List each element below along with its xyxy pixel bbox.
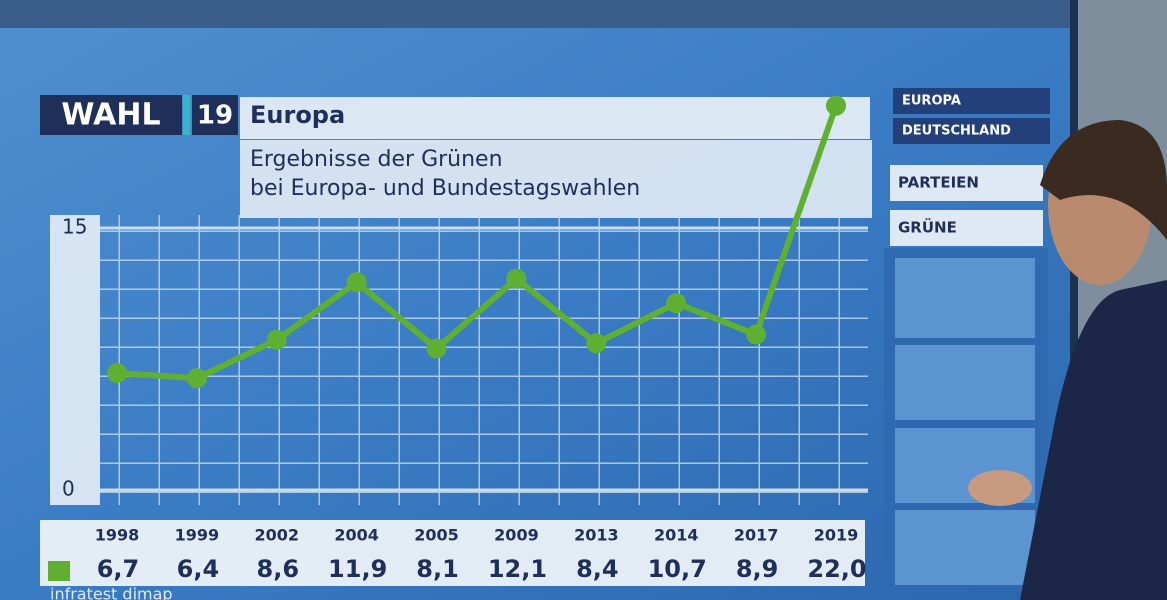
nav-button[interactable] [890, 210, 1043, 246]
value-label: 6,4 [177, 555, 220, 583]
x-tick-label: 1999 [175, 526, 220, 545]
nav-button[interactable] [893, 88, 1050, 114]
presenter-hair [1040, 120, 1167, 240]
y-tick-label: 0 [62, 477, 75, 501]
point [746, 324, 767, 345]
point [666, 293, 687, 314]
value-label: 8,1 [416, 555, 459, 583]
x-tick-label: 2013 [574, 526, 619, 545]
value-label: 10,7 [648, 555, 707, 583]
chart-subtitle: bei Europa- und Bundestagswahlen [250, 176, 640, 201]
logo: WAHL [61, 98, 160, 133]
x-tick-label: 1998 [95, 526, 140, 545]
point [506, 268, 527, 289]
plot-area [100, 215, 868, 505]
point [426, 338, 447, 359]
x-tick-label: 2009 [494, 526, 539, 545]
point [186, 368, 207, 389]
value-label: 8,4 [576, 555, 619, 583]
value-label: 11,9 [328, 555, 387, 583]
x-tick-label: 2019 [814, 526, 859, 545]
chart-title-box [240, 140, 872, 218]
legend-swatch [48, 561, 70, 581]
nav-label: DEUTSCHLAND [902, 124, 1011, 139]
presenter [1020, 280, 1167, 600]
value-label: 6,7 [97, 555, 140, 583]
nav-label: PARTEIEN [898, 174, 979, 192]
axis-column [50, 215, 100, 505]
value-label: 8,6 [257, 555, 300, 583]
point [826, 95, 846, 116]
chart-title: Ergebnisse der Grünen [250, 147, 503, 172]
x-tick-label: 2004 [334, 526, 379, 545]
logo-accent [183, 95, 190, 135]
value-label: 22,0 [807, 555, 866, 583]
nav-label: EUROPA [902, 94, 961, 109]
line [116, 104, 839, 382]
logo-box [40, 95, 182, 135]
header-title: Europa [250, 101, 345, 129]
point [266, 329, 287, 350]
logo-year: 19 [197, 101, 233, 131]
nav-button[interactable] [890, 165, 1043, 201]
point [586, 333, 607, 354]
point [346, 272, 367, 293]
x-tick-label: 2017 [734, 526, 779, 545]
source: infratest dimap [50, 585, 173, 600]
presenter-hand [968, 470, 1032, 506]
x-tick-label: 2005 [414, 526, 459, 545]
thumbnail[interactable] [895, 510, 1035, 585]
x-tick-label: 2014 [654, 526, 699, 545]
nav-label: GRÜNE [898, 218, 957, 237]
thumbnail[interactable] [895, 258, 1035, 338]
value-label: 12,1 [488, 555, 547, 583]
nav-button[interactable] [893, 118, 1050, 144]
title-bar [240, 97, 870, 139]
point [107, 362, 127, 383]
x-tick-label: 2002 [255, 526, 300, 545]
value-label: 8,9 [736, 555, 779, 583]
logo-year-box [192, 95, 238, 135]
y-tick-label: 15 [62, 215, 87, 239]
value-table [40, 520, 865, 586]
thumbnail[interactable] [895, 345, 1035, 420]
